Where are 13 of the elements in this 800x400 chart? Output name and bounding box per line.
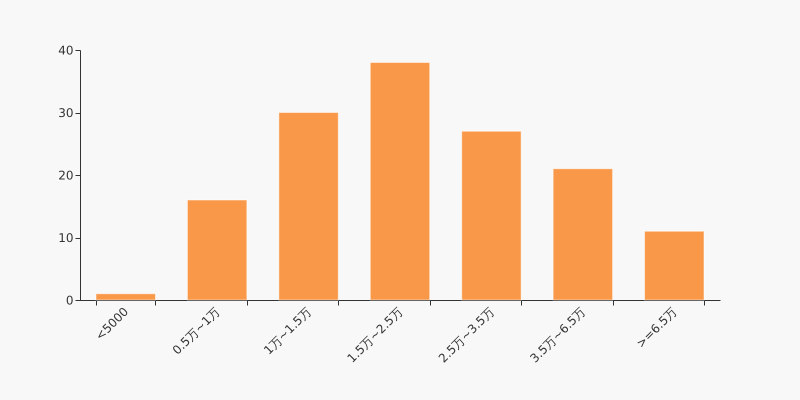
x-tick-label: 0.5万~1万: [170, 304, 223, 358]
bar: [186, 200, 248, 300]
y-tick-label: 40: [58, 44, 74, 58]
bar: [552, 168, 614, 300]
y-tick-label: 10: [58, 231, 74, 245]
y-tick-label: 20: [58, 168, 74, 182]
y-tick-label: 0: [66, 294, 74, 308]
bar: [370, 62, 430, 300]
bar: [278, 112, 339, 300]
bar: [644, 230, 704, 300]
bar: [96, 293, 156, 300]
y-tick-label: 30: [58, 106, 74, 120]
bar: [461, 130, 522, 300]
